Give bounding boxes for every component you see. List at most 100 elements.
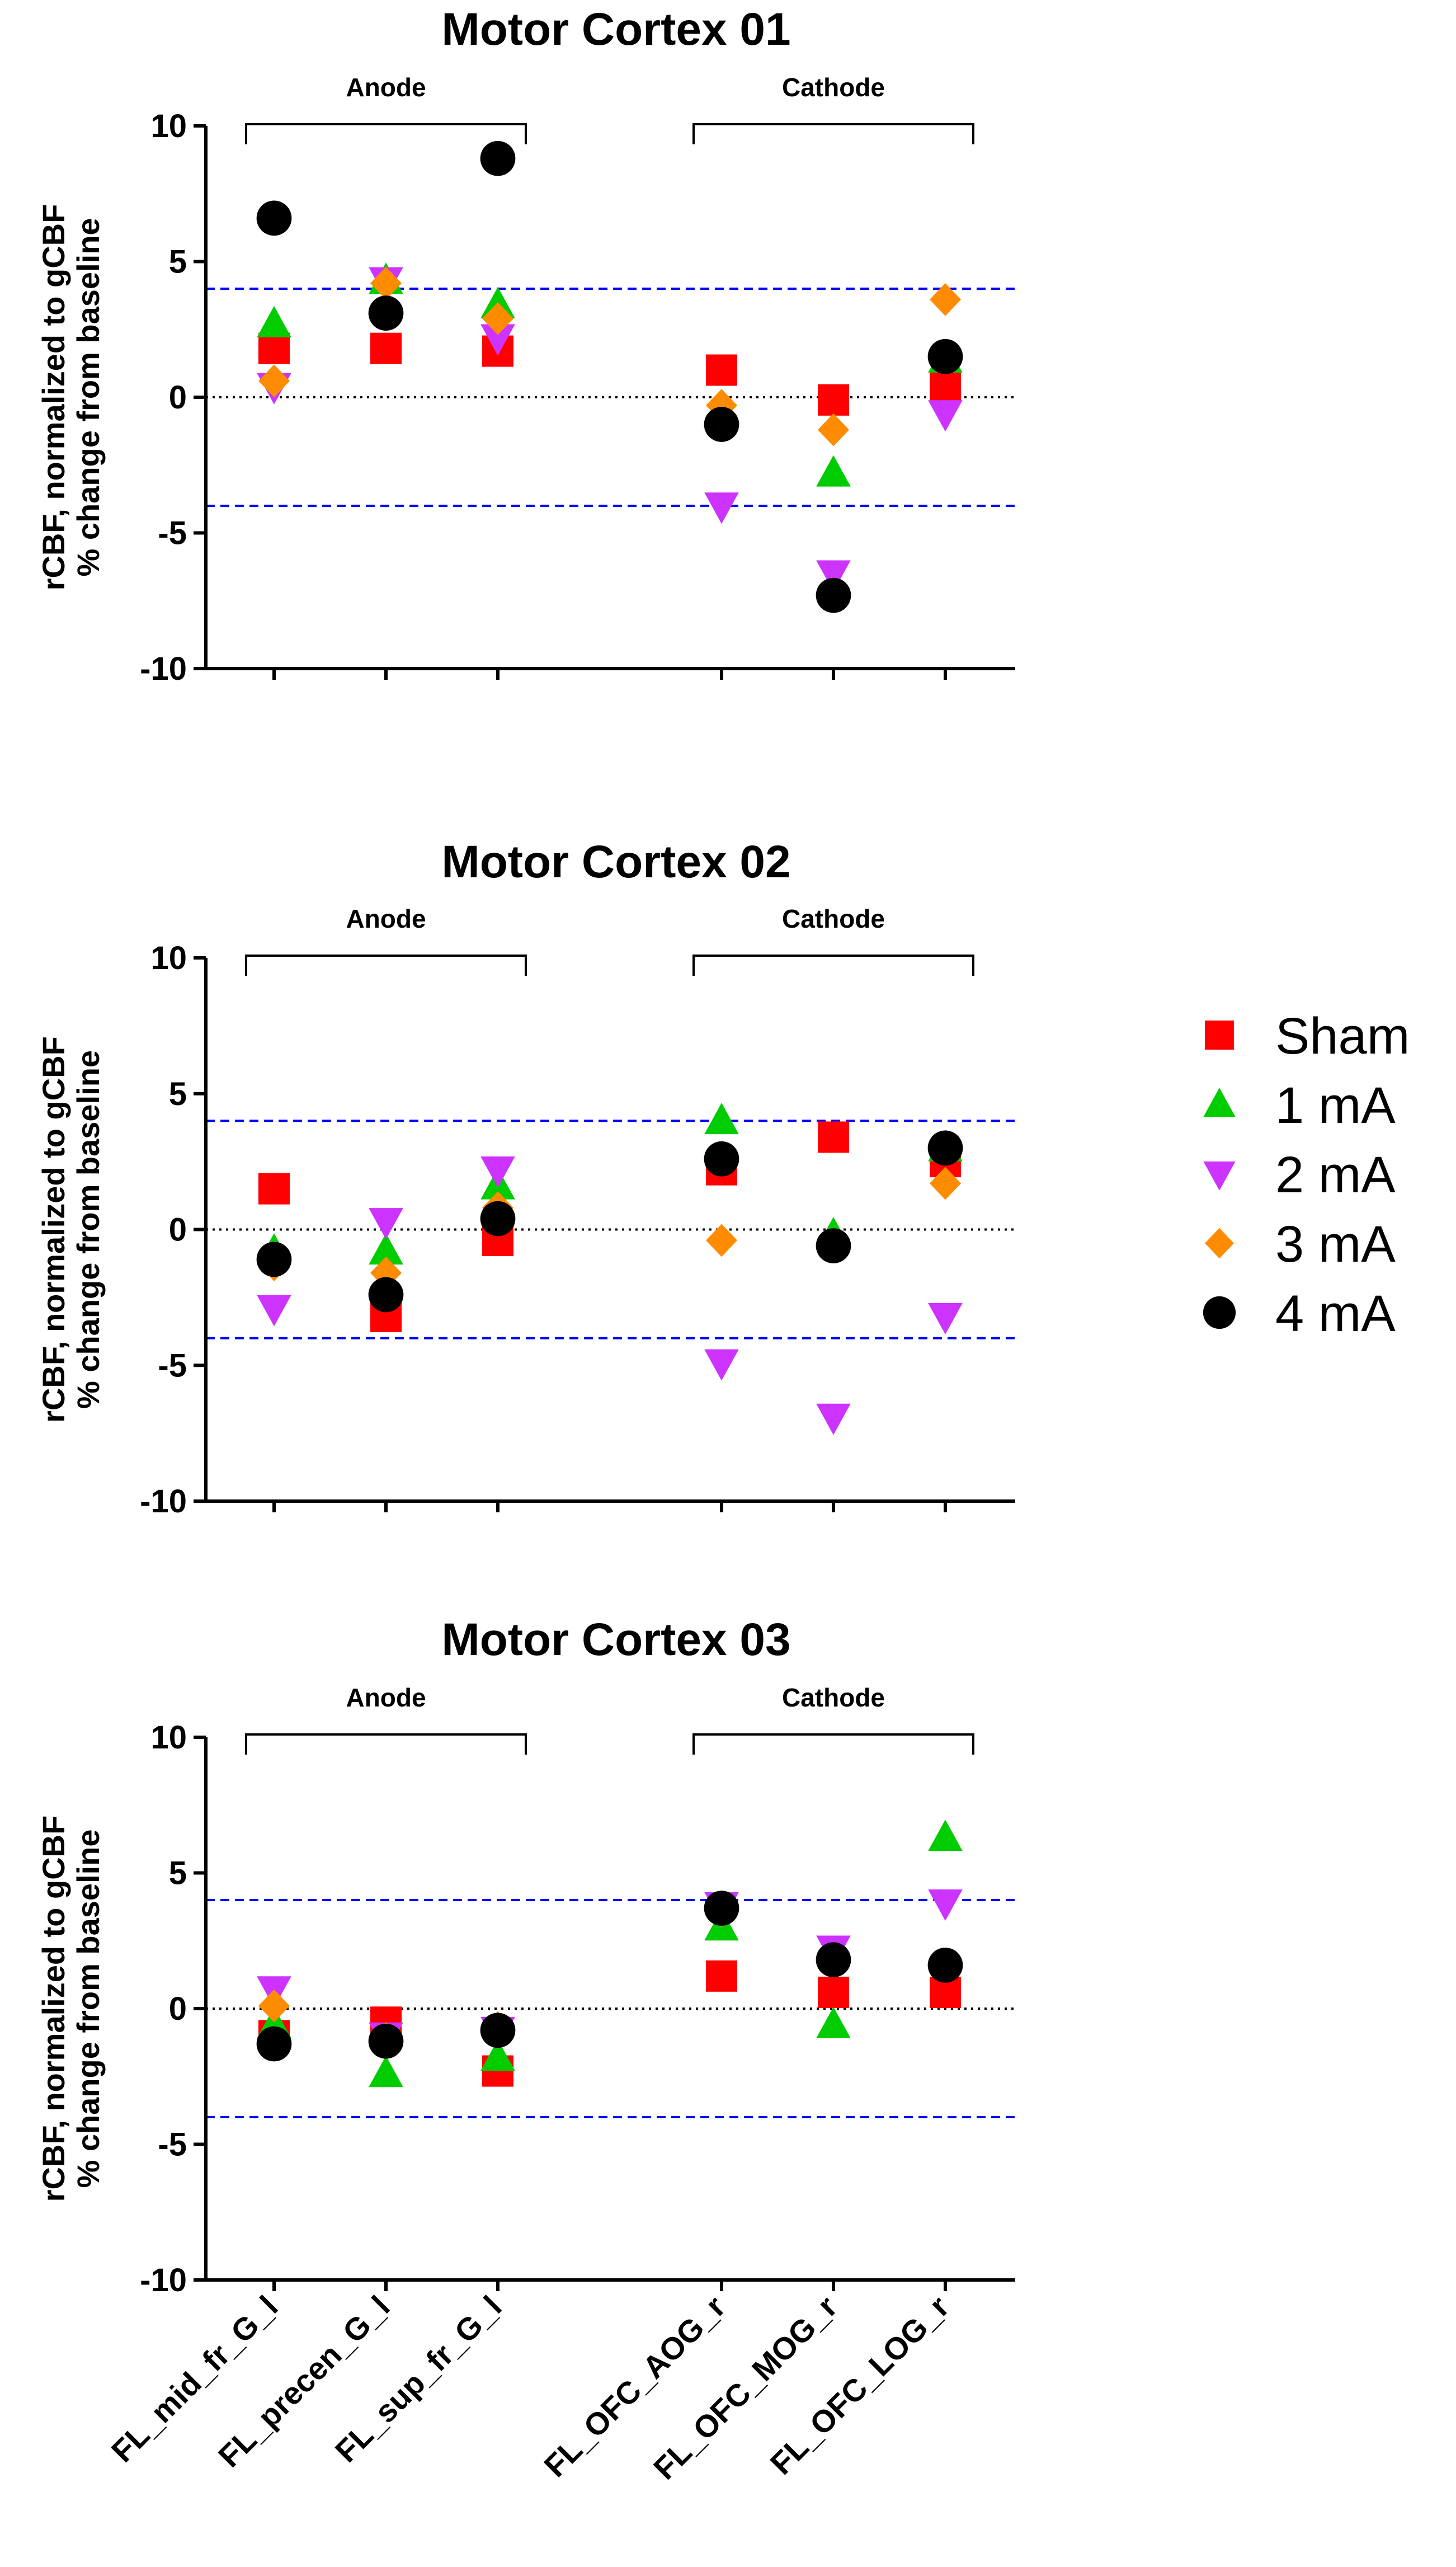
group-bracket-cathode <box>692 955 974 976</box>
point-1ma-FL_OFC_AOG_r <box>704 1103 739 1135</box>
point-sham-FL_OFC_MOG_r <box>818 1121 849 1153</box>
point-3ma-FL_OFC_LOG_r <box>930 283 961 316</box>
point-4ma-FL_OFC_MOG_r <box>816 1228 851 1263</box>
point-sham-FL_OFC_AOG_r <box>706 1960 737 1992</box>
y-axis-label: rCBF, normalized to gCBF% change from ba… <box>36 1816 106 2202</box>
y-tick-label: 5 <box>169 1855 187 1892</box>
point-4ma-FL_sup_fr_G_l <box>480 1201 516 1237</box>
point-sham-FL_OFC_LOG_r <box>930 370 961 402</box>
point-sham-FL_mid_fr_G_l <box>258 332 290 364</box>
point-1ma-FL_sup_fr_G_l <box>480 2039 515 2071</box>
point-3ma-FL_precen_G_l <box>370 1256 402 1290</box>
point-2ma-FL_OFC_MOG_r <box>816 1403 851 1435</box>
point-3ma-FL_OFC_MOG_r <box>818 413 849 446</box>
y-axis-label-line2: % change from baseline <box>70 218 106 576</box>
y-tick-label: 10 <box>150 108 187 144</box>
point-4ma-FL_OFC_AOG_r <box>704 1141 739 1177</box>
legend-marker-3ma <box>1205 1228 1234 1259</box>
point-3ma-FL_OFC_AOG_r <box>706 1224 737 1257</box>
y-tick-label: -5 <box>158 1347 187 1384</box>
chart-title: Motor Cortex 01 <box>441 4 790 55</box>
point-4ma-FL_OFC_LOG_r <box>927 1948 963 1983</box>
legend-item-sham: Sham <box>1205 1008 1410 1065</box>
y-tick-label: -10 <box>140 2262 187 2298</box>
y-tick-label: 5 <box>169 1076 187 1112</box>
point-1ma-FL_precen_G_l <box>369 1233 403 1265</box>
point-3ma-FL_mid_fr_G_l <box>258 364 290 398</box>
x-category-label: FL_OFC_MOG_r <box>647 2289 844 2486</box>
group-bracket-cathode <box>692 1733 974 1755</box>
group-bracket-anode <box>245 955 527 976</box>
legend-marker-1ma <box>1203 1088 1236 1117</box>
point-2ma-FL_precen_G_l <box>369 1208 403 1240</box>
chart-panel-1: Motor Cortex 01 rCBF, normalized to gCBF%… <box>36 4 1015 687</box>
legend-label: Sham <box>1275 1008 1410 1065</box>
chart-title: Motor Cortex 02 <box>441 836 790 887</box>
y-tick-label: 5 <box>169 244 187 280</box>
legend-marker-4ma <box>1203 1296 1236 1329</box>
y-tick-label: 10 <box>150 940 187 976</box>
point-sham-FL_mid_fr_G_l <box>258 1173 290 1205</box>
y-axis-label-line2: % change from baseline <box>70 1829 106 2188</box>
legend-marker-sham <box>1205 1021 1234 1050</box>
group-label-cathode: Cathode <box>782 1683 885 1712</box>
group-label-anode: Anode <box>346 904 426 933</box>
point-4ma-FL_precen_G_l <box>368 2023 404 2059</box>
point-2ma-FL_OFC_LOG_r <box>928 1303 963 1335</box>
point-4ma-FL_OFC_AOG_r <box>704 1891 739 1926</box>
group-bracket-anode <box>245 1733 527 1755</box>
y-tick-label: 0 <box>169 1991 187 2027</box>
point-sham-FL_OFC_MOG_r <box>818 384 849 416</box>
chart-panel-2: Motor Cortex 02 rCBF, normalized to gCBF%… <box>36 836 1015 1520</box>
point-2ma-FL_sup_fr_G_l <box>480 1156 515 1188</box>
y-axis-label-line1: rCBF, normalized to gCBF <box>36 204 71 591</box>
point-sham-FL_precen_G_l <box>370 332 402 364</box>
point-4ma-FL_precen_G_l <box>368 1277 404 1313</box>
y-axis-label-line1: rCBF, normalized to gCBF <box>36 1036 71 1423</box>
group-bracket-anode <box>245 123 527 144</box>
group-label-cathode: Cathode <box>782 904 885 933</box>
chart-title: Motor Cortex 03 <box>441 1614 790 1665</box>
group-bracket-cathode <box>692 123 974 144</box>
y-tick-label: -10 <box>140 651 187 687</box>
point-1ma-FL_OFC_LOG_r <box>928 1820 963 1851</box>
point-2ma-FL_OFC_LOG_r <box>928 400 963 432</box>
legend-item-4ma: 4 mA <box>1203 1285 1396 1342</box>
legend-item-3ma: 3 mA <box>1205 1216 1396 1273</box>
point-4ma-FL_mid_fr_G_l <box>256 1242 292 1277</box>
group-label-cathode: Cathode <box>782 73 885 102</box>
point-1ma-FL_OFC_MOG_r <box>816 455 851 487</box>
point-3ma-FL_OFC_LOG_r <box>930 1167 961 1200</box>
legend-label: 2 mA <box>1275 1146 1396 1203</box>
point-4ma-FL_OFC_MOG_r <box>816 1942 851 1978</box>
point-2ma-FL_OFC_AOG_r <box>704 492 739 524</box>
legend-item-2ma: 2 mA <box>1203 1146 1396 1203</box>
point-3ma-FL_precen_G_l <box>370 266 402 300</box>
group-label-anode: Anode <box>346 73 426 102</box>
point-sham-FL_OFC_MOG_r <box>818 1976 849 2008</box>
legend-marker-2ma <box>1203 1161 1236 1191</box>
legend: Sham 1 mA 2 mA 3 mA 4 mA <box>1203 1008 1410 1342</box>
y-tick-label: 10 <box>150 1719 187 1756</box>
point-4ma-FL_mid_fr_G_l <box>256 200 292 236</box>
point-3ma-FL_sup_fr_G_l <box>482 302 513 335</box>
y-axis-label: rCBF, normalized to gCBF% change from ba… <box>36 1036 106 1423</box>
legend-label: 3 mA <box>1275 1216 1396 1273</box>
y-tick-label: 0 <box>169 1212 187 1248</box>
point-1ma-FL_OFC_MOG_r <box>816 2006 851 2038</box>
point-sham-FL_OFC_AOG_r <box>706 354 737 386</box>
point-4ma-FL_sup_fr_G_l <box>480 140 516 176</box>
point-3ma-FL_mid_fr_G_l <box>258 1989 290 2023</box>
point-2ma-FL_mid_fr_G_l <box>257 1295 291 1327</box>
y-axis-label-line2: % change from baseline <box>70 1050 106 1409</box>
group-label-anode: Anode <box>346 1683 426 1712</box>
point-2ma-FL_sup_fr_G_l <box>480 324 515 356</box>
chart-panel-3: Motor Cortex 03 rCBF, normalized to gCBF%… <box>36 1614 1015 2486</box>
point-2ma-FL_OFC_LOG_r <box>928 1889 963 1921</box>
legend-item-1ma: 1 mA <box>1203 1077 1396 1134</box>
point-4ma-FL_OFC_AOG_r <box>704 407 739 442</box>
point-1ma-FL_mid_fr_G_l <box>257 305 291 337</box>
point-4ma-FL_mid_fr_G_l <box>256 2026 292 2062</box>
point-4ma-FL_OFC_LOG_r <box>927 338 963 374</box>
